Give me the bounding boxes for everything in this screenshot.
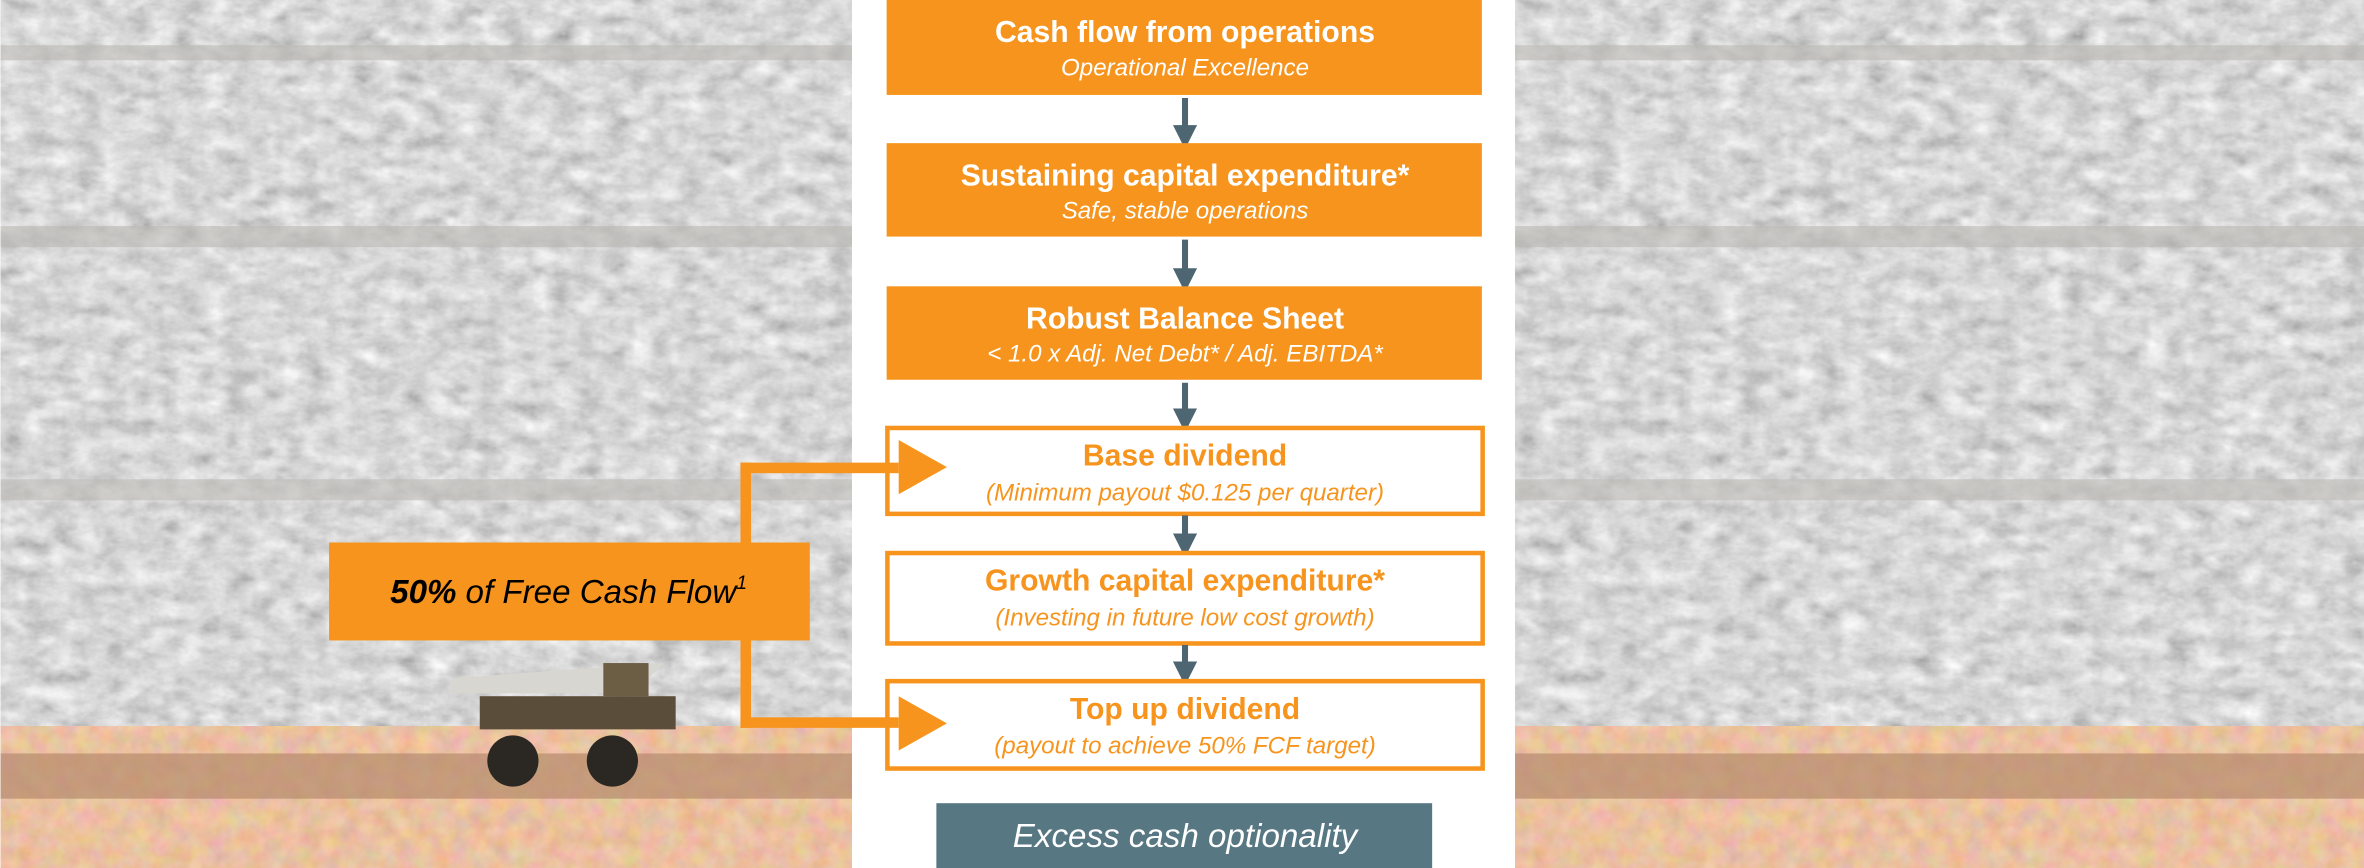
box-title: Base dividend <box>1083 440 1287 473</box>
flow-box <box>886 143 1482 237</box>
box-subtitle: Operational Excellence <box>1061 54 1309 81</box>
box-title: Cash flow from operations <box>995 16 1375 49</box>
footer-text: Excess cash optionality <box>1013 818 1360 855</box>
background-photo-left <box>1 0 852 868</box>
callout-text: 50% of Free Cash Flow1 <box>390 572 747 611</box>
callout-bold: 50% <box>390 574 456 611</box>
box-title: Sustaining capital expenditure* <box>961 159 1410 192</box>
box-subtitle: (payout to achieve 50% FCF target) <box>994 732 1375 759</box>
box-title: Robust Balance Sheet <box>1026 303 1344 336</box>
background-photo-right <box>1515 0 2364 868</box>
box-subtitle: (Minimum payout $0.125 per quarter) <box>986 479 1384 506</box>
box-title: Top up dividend <box>1070 693 1300 726</box>
flow: Cash flow from operations Operational Exc… <box>885 0 1485 771</box>
flow-box <box>886 0 1482 95</box>
callout-superscript: 1 <box>736 572 747 594</box>
flow-box <box>885 550 1485 646</box>
truck <box>449 663 676 787</box>
box-subtitle: Safe, stable operations <box>1062 198 1309 225</box>
box-subtitle: (Investing in future low cost growth) <box>995 604 1374 631</box>
callout-label: of Free Cash Flow <box>466 574 739 611</box>
callout-box <box>329 542 810 641</box>
flow-box <box>885 425 1485 517</box>
box-title: Growth capital expenditure* <box>985 565 1385 598</box>
footer-box <box>936 803 1433 868</box>
flow-box <box>886 286 1482 380</box>
box-subtitle: < 1.0 x Adj. Net Debt* / Adj. EBITDA* <box>987 341 1384 368</box>
